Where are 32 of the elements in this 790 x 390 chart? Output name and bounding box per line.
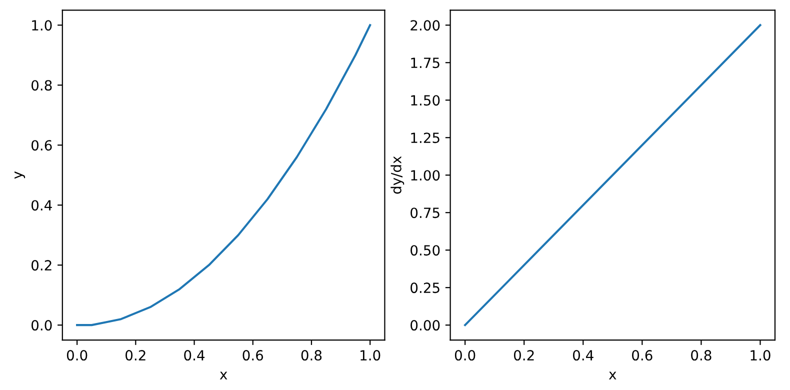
- y-tick-label: 1.0: [32, 20, 52, 31]
- x-tick-label: 1.0: [360, 350, 380, 361]
- line-series: [76, 24, 372, 326]
- y-tick-label: 1.00: [411, 170, 440, 181]
- x-tick-label: 0.2: [126, 350, 146, 361]
- y-tick-label: 0.8: [32, 80, 52, 91]
- y-tick-label: 0.00: [410, 320, 440, 331]
- y-tick-label: 0.50: [410, 245, 440, 256]
- x-tick-label: 0.0: [66, 350, 88, 361]
- y-tick-label: 0.2: [32, 260, 52, 271]
- y-tick-label: 2.00: [410, 20, 440, 31]
- y-tick-label: 1.25: [411, 132, 440, 144]
- x-tick-label: 0.8: [691, 350, 712, 361]
- y-axis-title: y: [14, 171, 26, 179]
- x-axis-title: x: [608, 372, 616, 380]
- x-tick-label: 0.8: [301, 350, 322, 361]
- x-tick-label: 0.6: [632, 350, 652, 361]
- y-tick-label: 1.75: [411, 58, 440, 68]
- y-axis-title: dy/dx: [390, 156, 404, 194]
- y-tick-label: 0.4: [32, 200, 52, 211]
- y-tick-label: 1.50: [411, 95, 440, 106]
- x-tick-label: 0.2: [514, 350, 534, 361]
- x-tick-label: 0.0: [454, 350, 476, 361]
- y-tick-label: 0.25: [410, 282, 440, 294]
- y-tick-label: 0.6: [32, 140, 52, 151]
- y-tick-label: 0.0: [32, 320, 52, 331]
- x-tick-label: 0.4: [184, 350, 205, 361]
- x-axis-title: x: [220, 372, 228, 380]
- x-tick-label: 0.4: [573, 350, 594, 361]
- x-tick-label: 1.0: [750, 350, 770, 361]
- x-tick-label: 0.6: [242, 350, 264, 361]
- y-tick-label: 0.75: [410, 208, 440, 218]
